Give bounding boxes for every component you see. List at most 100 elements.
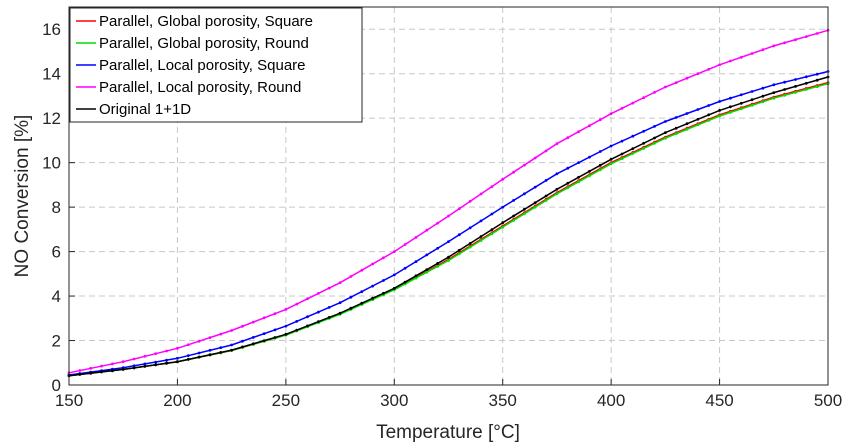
series-marker [382, 291, 385, 295]
series-marker [718, 100, 721, 103]
y-tick-label: 6 [52, 243, 61, 262]
series-marker [327, 316, 331, 319]
series-marker [457, 252, 461, 256]
series-marker [414, 274, 418, 278]
series-marker [230, 343, 234, 347]
series-marker [306, 315, 309, 319]
series-marker [577, 180, 580, 184]
series-marker [772, 91, 776, 94]
series-marker [436, 221, 440, 225]
series-marker [479, 235, 483, 238]
series-marker [360, 290, 364, 293]
series-marker [197, 351, 201, 355]
series-marker [382, 256, 385, 260]
series-marker [100, 370, 103, 374]
series-marker [490, 232, 494, 236]
y-axis-label: NO Conversion [%] [12, 115, 33, 278]
series-marker [262, 316, 266, 320]
series-marker [403, 243, 407, 246]
series-marker [631, 134, 635, 138]
series-marker [588, 169, 591, 173]
series-marker [653, 91, 656, 94]
series-marker [664, 136, 667, 140]
series-marker [620, 152, 624, 156]
series-marker [425, 268, 429, 271]
series-marker [653, 141, 656, 145]
series-marker [176, 360, 179, 364]
y-axis-ticks: 0 2 4 6 8 10 12 14 16 [42, 20, 75, 395]
series-marker [523, 192, 526, 196]
series-marker [664, 131, 667, 135]
series-marker [317, 320, 320, 323]
series-marker [566, 186, 570, 190]
series-marker [457, 233, 461, 237]
series-marker [588, 124, 591, 128]
series-marker [447, 255, 450, 259]
series-marker [631, 101, 635, 105]
series-marker [414, 276, 418, 280]
series-marker [338, 281, 342, 285]
legend-box [69, 7, 363, 123]
series-marker [555, 172, 559, 176]
series-marker [707, 104, 711, 107]
series-marker [468, 242, 472, 245]
series-marker [664, 85, 667, 89]
series-marker [371, 296, 374, 300]
series-marker [457, 207, 461, 211]
series-marker [750, 52, 754, 55]
series-marker [718, 114, 721, 118]
x-tick-label: 300 [380, 391, 408, 410]
series-marker [349, 295, 353, 299]
series-marker [729, 105, 732, 109]
series-marker [544, 199, 548, 202]
series-marker [718, 63, 721, 67]
series-marker [674, 116, 678, 119]
series-marker [664, 120, 667, 123]
series-marker [284, 308, 288, 311]
y-tick-label: 12 [42, 109, 61, 128]
series-marker [653, 125, 656, 128]
series-marker [121, 360, 125, 364]
series-marker [577, 130, 580, 134]
series-marker [251, 336, 255, 339]
series-marker [382, 279, 385, 282]
series-marker [501, 205, 505, 209]
series-marker [165, 361, 169, 365]
series-marker [609, 112, 613, 116]
series-marker [273, 336, 277, 339]
series-marker [544, 194, 548, 198]
series-marker [523, 207, 526, 211]
series-marker [794, 78, 797, 81]
series-marker [794, 38, 797, 42]
series-marker [794, 91, 797, 94]
series-marker [750, 103, 754, 107]
legend-label: Original 1+1D [99, 101, 191, 118]
series-marker [230, 329, 234, 332]
series-marker [739, 101, 743, 105]
series-marker [815, 85, 819, 88]
series-marker [338, 301, 342, 305]
x-axis-label: Temperature [°C] [376, 422, 520, 443]
series-marker [479, 219, 483, 223]
series-marker [360, 268, 364, 272]
legend-label: Parallel, Local porosity, Round [99, 79, 301, 96]
series-marker [284, 332, 288, 336]
series-marker [707, 67, 711, 71]
series-marker [620, 157, 624, 161]
series-marker [436, 246, 440, 250]
series-marker [761, 86, 765, 90]
series-marker [317, 310, 320, 314]
plot-area-frame [68, 6, 829, 386]
series-marker [750, 90, 754, 93]
series-marker [739, 55, 743, 59]
y-tick-label: 4 [52, 287, 61, 306]
x-tick-label: 150 [55, 391, 83, 410]
series-marker [165, 349, 169, 353]
series-marker [327, 286, 331, 290]
series-5 [67, 75, 830, 378]
series-marker [414, 260, 418, 263]
series-marker [121, 368, 125, 371]
series-marker [588, 155, 591, 159]
series-marker [815, 32, 819, 35]
